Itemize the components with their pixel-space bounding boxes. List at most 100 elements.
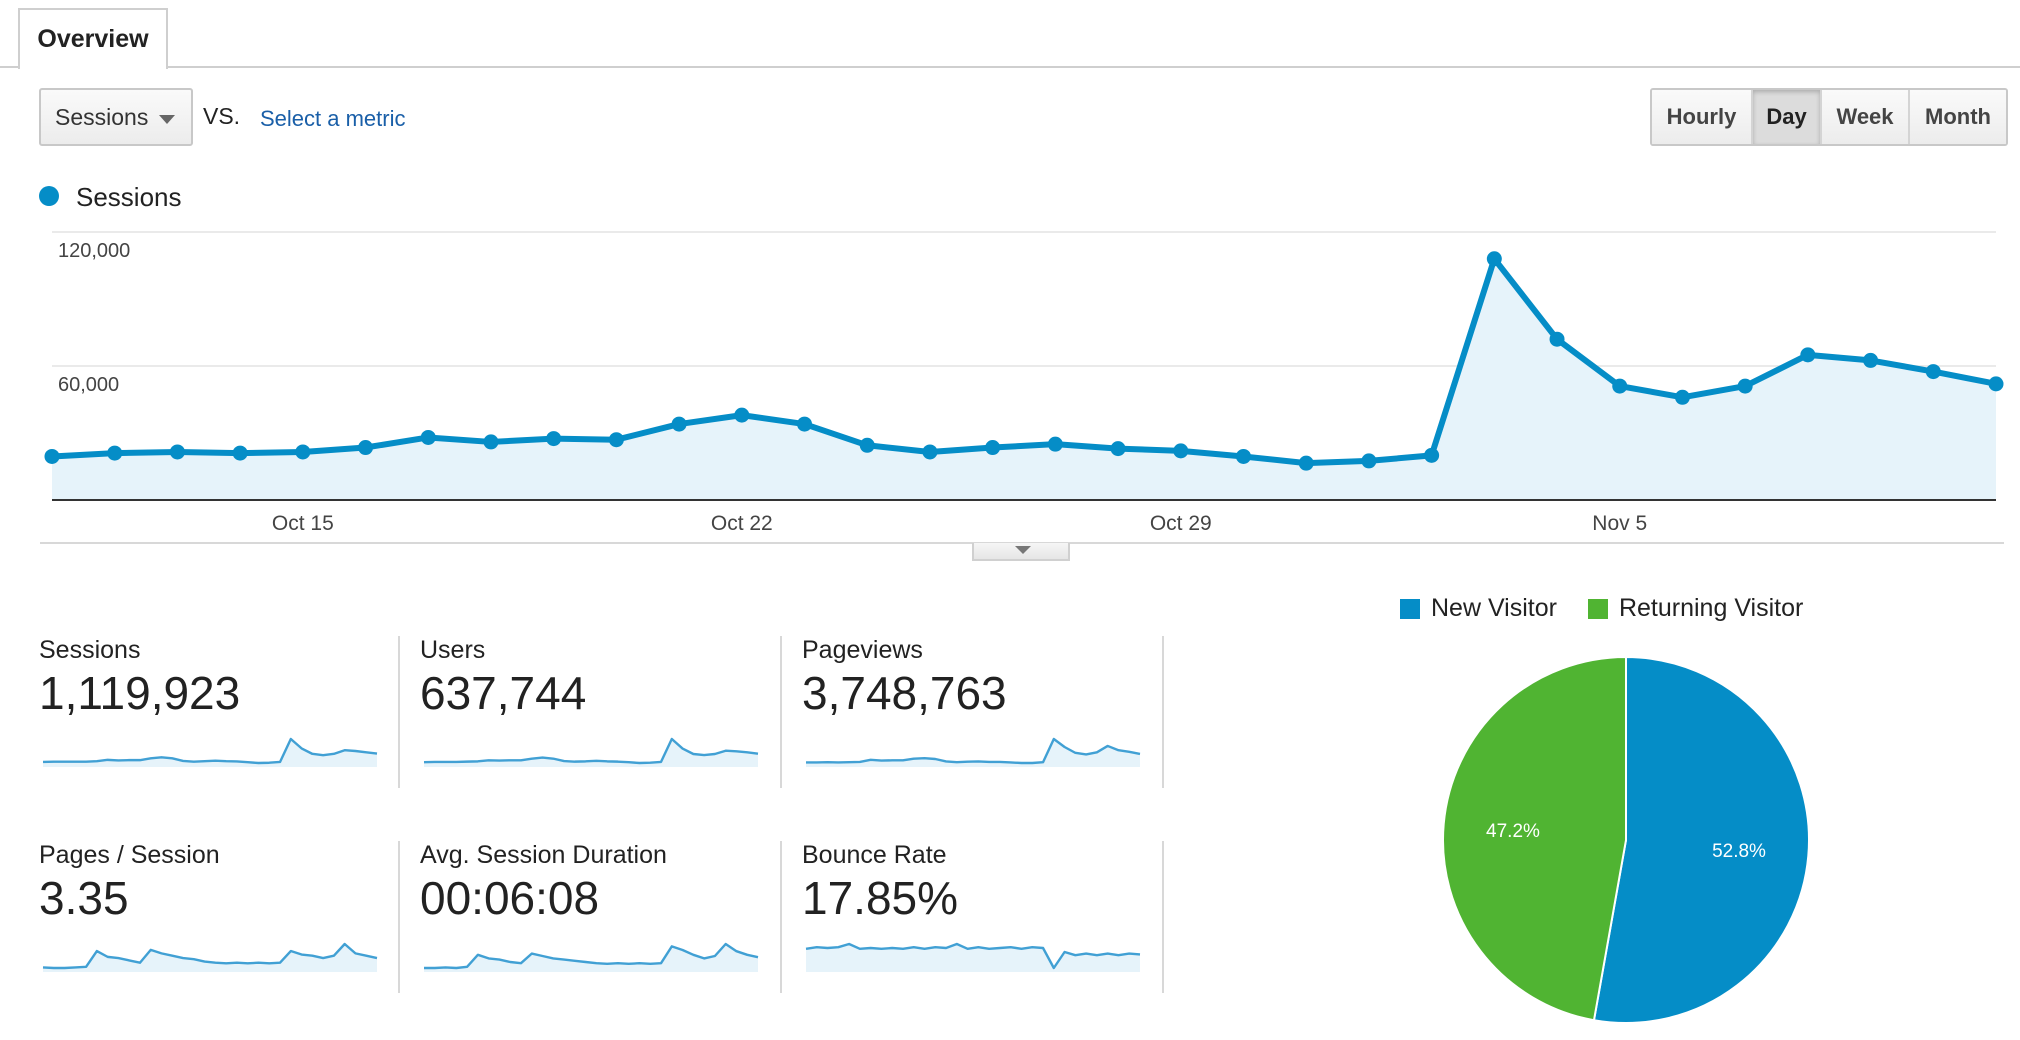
sparkline-line [42, 737, 378, 765]
metric-value: 3.35 [39, 872, 129, 924]
sparkline-line [424, 942, 759, 970]
sparkline [805, 942, 1141, 972]
sparkline [42, 737, 378, 767]
select-metric-link[interactable]: Select a metric [260, 106, 406, 131]
sparkline-area [43, 944, 377, 972]
data-point[interactable] [295, 444, 311, 460]
data-point[interactable] [1110, 441, 1126, 457]
x-tick-label: Oct 22 [711, 512, 773, 535]
card-divider [780, 841, 782, 993]
tab-bar-divider [0, 66, 2020, 68]
metric-label: Users [420, 636, 486, 664]
metric-card-sessions[interactable]: Sessions 1,119,923 [39, 636, 399, 786]
sparkline [42, 942, 378, 972]
chart-collapse-toggle[interactable] [972, 543, 1070, 561]
metric-label: Pages / Session [39, 841, 220, 869]
caret-down-icon [1015, 546, 1031, 554]
metric-card-pages-per-session[interactable]: Pages / Session 3.35 [39, 841, 399, 991]
sessions-line [51, 255, 1997, 467]
data-point[interactable] [483, 434, 499, 450]
range-day-button[interactable]: Day [1753, 90, 1822, 144]
metric-card-avg-session-duration[interactable]: Avg. Session Duration 00:06:08 [420, 841, 780, 991]
card-divider [780, 636, 782, 788]
data-point[interactable] [169, 444, 185, 460]
metric-select-value: Sessions [55, 103, 149, 130]
data-point[interactable] [859, 437, 875, 453]
data-point[interactable] [546, 431, 562, 447]
time-range-toggle: Hourly Day Week Month [1650, 88, 2008, 146]
range-month-button[interactable]: Month [1910, 90, 2006, 144]
sparkline [806, 737, 1141, 767]
data-point[interactable] [420, 429, 436, 445]
card-divider [1162, 636, 1164, 788]
pie-slice-label: 47.2% [1486, 821, 1540, 842]
tab-bar: Overview [0, 0, 2020, 69]
y-tick-label: 60,000 [58, 374, 119, 396]
legend-item-returning-visitor: Returning Visitor [1587, 594, 1803, 623]
sparkline [423, 737, 759, 767]
data-point[interactable] [1863, 352, 1879, 368]
data-point[interactable] [671, 416, 687, 432]
data-point[interactable] [1549, 331, 1565, 347]
data-point[interactable] [797, 416, 813, 432]
sparkline-area [424, 739, 758, 767]
y-tick-label: 120,000 [58, 240, 130, 262]
metric-value: 17.85% [802, 872, 959, 924]
metric-select[interactable]: Sessions [39, 88, 193, 146]
tab-overview[interactable]: Overview [18, 8, 168, 69]
data-point[interactable] [922, 444, 938, 460]
metric-card-users[interactable]: Users 637,744 [420, 636, 780, 786]
range-week-button[interactable]: Week [1822, 90, 1910, 144]
data-point[interactable] [608, 432, 624, 448]
data-point[interactable] [1235, 448, 1251, 464]
card-divider [398, 841, 400, 993]
data-point[interactable] [358, 440, 374, 456]
data-point[interactable] [1361, 453, 1377, 469]
data-point[interactable] [734, 407, 750, 423]
metric-label: Avg. Session Duration [420, 841, 667, 869]
sessions-area [52, 258, 1996, 500]
sparkline-line [806, 737, 1141, 765]
pie-legend: New Visitor Returning Visitor [1400, 594, 1834, 623]
data-point[interactable] [985, 440, 1001, 456]
sparkline-line [42, 942, 378, 970]
sparkline [424, 942, 759, 972]
vs-label: VS. [203, 103, 241, 129]
data-point[interactable] [1612, 378, 1628, 394]
data-point[interactable] [1800, 347, 1816, 363]
x-tick-label: Oct 15 [272, 512, 334, 535]
data-point[interactable] [1424, 447, 1440, 463]
legend-label: New Visitor [1431, 594, 1557, 622]
metric-card-bounce-rate[interactable]: Bounce Rate 17.85% [802, 841, 1162, 991]
metric-card-pageviews[interactable]: Pageviews 3,748,763 [802, 636, 1162, 786]
data-point[interactable] [232, 445, 248, 461]
metric-label: Bounce Rate [802, 841, 947, 869]
x-tick-label: Oct 29 [1150, 512, 1212, 535]
data-point[interactable] [1173, 443, 1189, 459]
metric-label: Sessions [39, 636, 141, 664]
pie-slice-returning-visitor[interactable] [1442, 655, 1627, 1022]
range-hourly-button[interactable]: Hourly [1652, 90, 1753, 144]
sparkline-area [43, 739, 377, 767]
visitor-type-pie-chart: 52.8% 47.2% [1442, 655, 1810, 1024]
data-point[interactable] [1737, 378, 1753, 394]
sessions-line-chart: 120,000 60,000 Oct 15 Oct 22 Oct 29 Nov 5 [44, 231, 2004, 535]
data-point[interactable] [1047, 436, 1063, 452]
x-tick-label: Nov 5 [1592, 512, 1647, 535]
data-point[interactable] [1988, 376, 2004, 392]
metric-value: 1,119,923 [39, 667, 241, 719]
legend-swatch [1587, 598, 1608, 619]
sparkline-area [424, 944, 758, 972]
caret-down-icon [159, 115, 175, 124]
sessions-legend-dot [39, 186, 59, 206]
data-point[interactable] [1298, 455, 1314, 471]
legend-swatch [1400, 598, 1420, 619]
pie-slice-new-visitor[interactable] [1592, 655, 1810, 1024]
metric-label: Pageviews [802, 636, 923, 664]
data-point[interactable] [1674, 389, 1690, 405]
sparkline-line [805, 942, 1141, 970]
data-point[interactable] [107, 445, 123, 461]
data-point[interactable] [1486, 251, 1502, 267]
data-point[interactable] [44, 448, 60, 464]
data-point[interactable] [1925, 364, 1941, 380]
